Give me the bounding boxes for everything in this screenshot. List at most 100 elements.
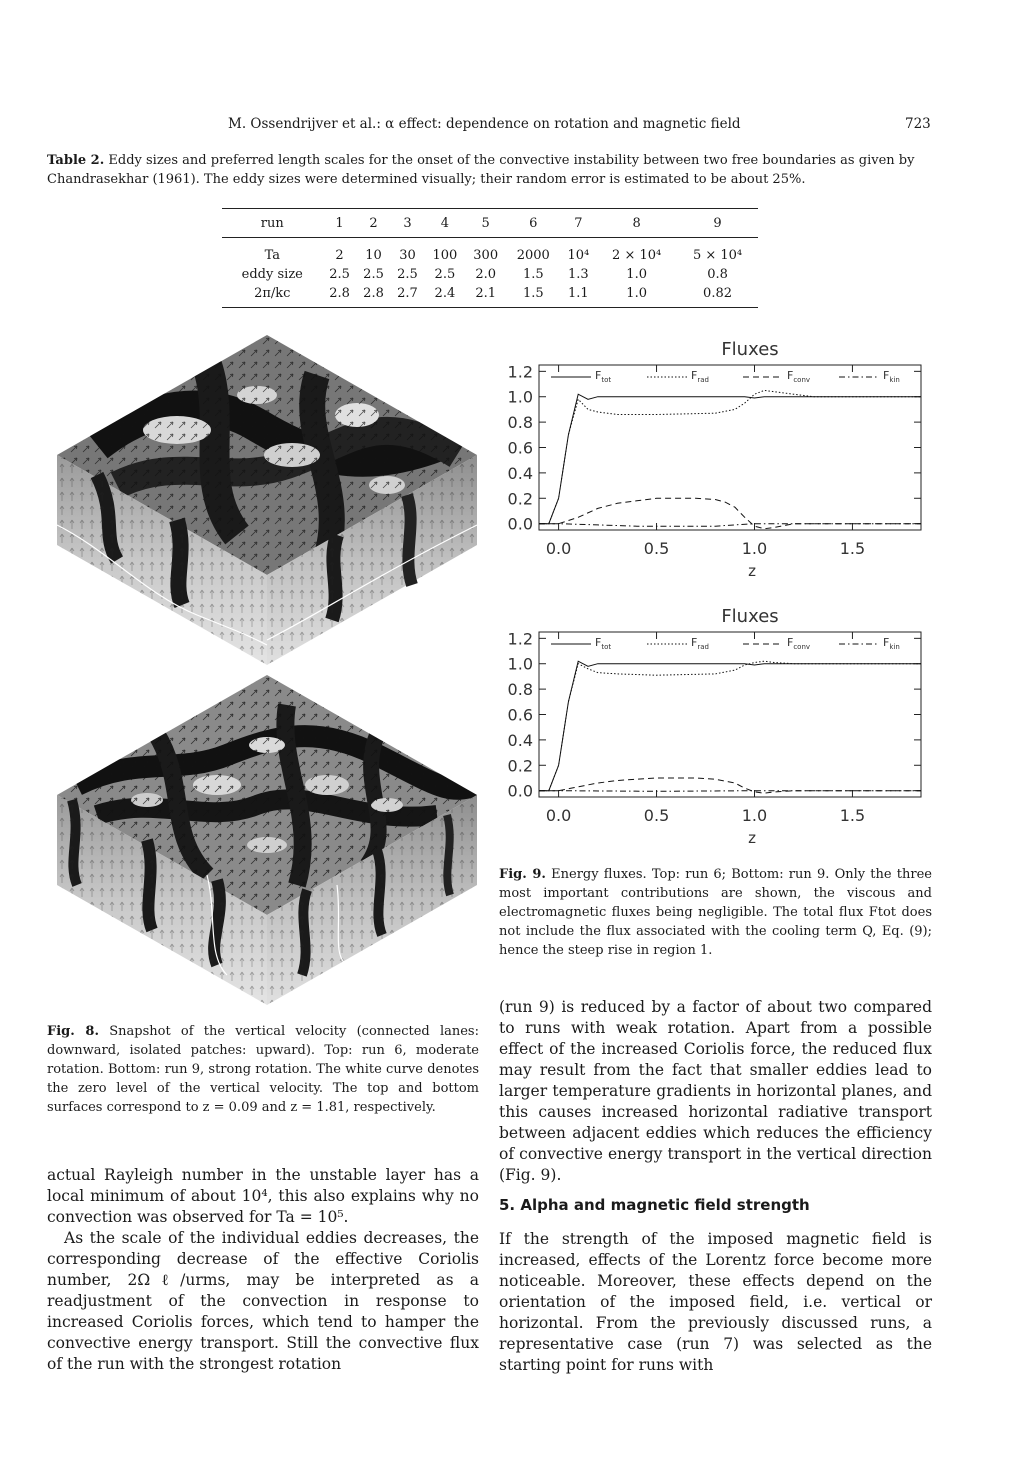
table-cell: 9 [677, 208, 758, 238]
table-row: eddy size 2.5 2.5 2.5 2.5 2.0 1.5 1.3 1.… [222, 265, 758, 284]
y-tick-label: 0.0 [508, 515, 533, 534]
page-number: 723 [905, 116, 931, 132]
table-cell: 10⁴ [567, 247, 590, 263]
y-tick-label: 0.6 [508, 706, 533, 725]
cube-top-run6 [57, 335, 477, 665]
x-tick-label: 0.0 [546, 806, 571, 825]
left-paragraph-2: As the scale of the individual eddies de… [47, 1229, 479, 1373]
fig9-caption-text: Energy fluxes. Top: run 6; Bottom: run 9… [499, 867, 932, 958]
table-cell: 1.1 [560, 284, 597, 308]
table-cell: 1.5 [522, 267, 544, 282]
y-tick-label: 0.2 [508, 756, 533, 775]
table-header-row: run 1 2 3 4 5 6 7 8 9 [222, 208, 758, 238]
x-tick-label: 1.0 [742, 539, 767, 558]
y-tick-label: 0.4 [508, 731, 533, 750]
y-tick-label: 0.4 [508, 464, 533, 483]
right-column-text: (run 9) is reduced by a factor of about … [499, 997, 932, 1186]
y-tick-label: 1.0 [508, 655, 533, 674]
fig9-flux-charts: Fluxes 0.0 0.2 0.4 0.6 0.8 1.0 1.2 0.0 0.5 1.0 1.5 z… [508, 339, 922, 847]
legend-label: Ftot [595, 636, 611, 651]
table-cell: 8 [596, 208, 678, 238]
y-tick-label: 0.2 [508, 489, 533, 508]
table-cell: 2 × 10⁴ [612, 247, 662, 263]
series-line-f-kin [539, 523, 921, 527]
table-cell: 10 [365, 247, 382, 263]
table-cell: 1.0 [596, 284, 678, 308]
legend-label: Fconv [787, 369, 810, 384]
chart-title: Fluxes [721, 606, 778, 627]
series-line-f-rad [539, 660, 921, 792]
table-cell: 2.8 [356, 284, 391, 308]
chart-title: Fluxes [721, 339, 778, 360]
table-cell: 2π/kc [222, 284, 323, 308]
table-cell: 30 [399, 247, 416, 263]
table-cell: Ta [264, 247, 280, 263]
series-line-f-rad [539, 389, 921, 525]
left-paragraph-1: actual Rayleigh number in the unstable l… [47, 1166, 479, 1226]
series-line-f-conv [539, 497, 921, 530]
legend-label: Fkin [883, 636, 900, 651]
table-cell: 3 [390, 208, 425, 238]
fig8-convection-cubes [57, 335, 477, 1005]
table-row: 2π/kc 2.8 2.8 2.7 2.4 2.1 1.5 1.1 1.0 0.… [222, 284, 758, 308]
left-column-text: actual Rayleigh number in the unstable l… [47, 1165, 479, 1375]
table-cell: 7 [560, 208, 597, 238]
y-tick-label: 0.8 [508, 413, 533, 432]
y-tick-label: 0.8 [508, 680, 533, 699]
table-cell: 2.8 [322, 284, 357, 308]
table-cell: 2.5 [434, 267, 456, 282]
fig9-label: Fig. 9. [499, 867, 546, 882]
y-tick-label: 1.0 [508, 388, 533, 407]
table-cell: 2000 [516, 247, 550, 263]
y-tick-label: 1.2 [508, 362, 533, 381]
x-tick-label: 1.5 [840, 806, 865, 825]
table-cell: 6 [506, 208, 561, 238]
table2-caption: Table 2. Eddy sizes and preferred length… [47, 152, 932, 189]
x-axis-label: z [748, 829, 756, 847]
legend-label: Fkin [883, 369, 900, 384]
y-tick-label: 1.2 [508, 629, 533, 648]
table-cell: 0.82 [677, 284, 758, 308]
legend-label: Fconv [787, 636, 810, 651]
section5-text: If the strength of the imposed magnetic … [499, 1229, 932, 1376]
table-cell: 4 [424, 208, 466, 238]
fig8-caption-text: Snapshot of the vertical velocity (conne… [47, 1024, 479, 1115]
series-line-f-tot [539, 393, 921, 525]
table-cell: 0.8 [707, 267, 728, 282]
table-cell: 2.4 [424, 284, 466, 308]
legend-label: Frad [691, 636, 709, 651]
table-cell: 300 [473, 247, 499, 263]
fig8-caption: Fig. 8. Snapshot of the vertical velocit… [47, 1022, 479, 1117]
table-cell: 100 [432, 247, 458, 263]
series-line-f-tot [539, 660, 921, 792]
plot-frame [538, 364, 922, 531]
table-cell: 1.0 [626, 267, 647, 282]
cube-bottom-run9 [57, 675, 477, 1005]
table-cell: 2.5 [329, 267, 350, 282]
table-cell: 1.5 [506, 284, 561, 308]
table-cell: 2.1 [465, 284, 507, 308]
x-tick-label: 1.0 [742, 806, 767, 825]
legend-label: Ftot [595, 369, 611, 384]
y-tick-label: 0.0 [508, 782, 533, 801]
x-axis-label: z [748, 562, 756, 580]
table-cell: 5 [465, 208, 507, 238]
running-head: M. Ossendrijver et al.: α effect: depend… [228, 116, 741, 132]
series-line-f-kin [539, 790, 921, 792]
x-tick-label: 0.5 [644, 539, 669, 558]
right-paragraph: (run 9) is reduced by a factor of about … [499, 998, 932, 1184]
series-line-f-conv [539, 777, 921, 794]
table2-label: Table 2. [47, 153, 105, 168]
table2: run 1 2 3 4 5 6 7 8 9 Ta 2 10 30 100 300… [222, 208, 758, 308]
section5-paragraph: If the strength of the imposed magnetic … [499, 1230, 932, 1374]
table-cell: 1.3 [568, 267, 589, 282]
fig8-label: Fig. 8. [47, 1024, 99, 1039]
table-cell: run [222, 208, 323, 238]
table-row: Ta 2 10 30 100 300 2000 10⁴ 2 × 10⁴ 5 × … [222, 238, 758, 266]
table-cell: 2 [356, 208, 391, 238]
legend-label: Frad [691, 369, 709, 384]
table-cell: 1 [322, 208, 357, 238]
table-cell: 2.0 [475, 267, 497, 282]
section5-heading: 5. Alpha and magnetic field strength [499, 1196, 810, 1214]
fig9-caption: Fig. 9. Energy fluxes. Top: run 6; Botto… [499, 865, 932, 960]
